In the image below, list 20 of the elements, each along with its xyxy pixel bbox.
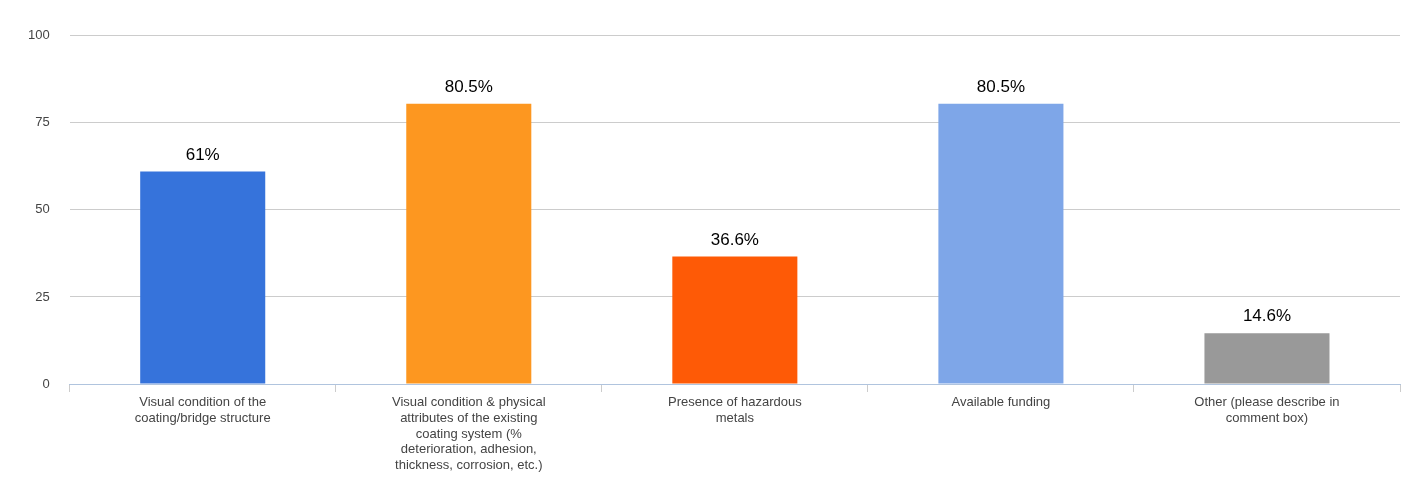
y-tick-label: 50	[35, 201, 50, 217]
bar	[1204, 333, 1330, 384]
x-tick-label: Visual condition of the coating/bridge structure	[134, 394, 271, 425]
data-label: 36.6%	[710, 229, 759, 249]
x-tick-label: Available funding	[951, 394, 1051, 410]
bar	[938, 103, 1064, 384]
y-tick-label: 75	[35, 114, 50, 130]
x-tick-label: Visual condition & physical attributes of the existing coating system (% deterioration, adhesion, thickness, corrosion, etc.)	[391, 394, 546, 472]
data-label: 80.5%	[444, 76, 493, 96]
y-tick-label: 0	[42, 375, 50, 391]
y-tick-label: 100	[27, 27, 50, 43]
x-tick-label: Presence of hazardous metals	[667, 394, 803, 425]
data-label: 14.6%	[1242, 306, 1292, 326]
data-label: 80.5%	[976, 76, 1026, 96]
bar	[672, 256, 798, 384]
data-label: 61%	[185, 144, 220, 164]
bar	[140, 171, 266, 384]
bar	[406, 103, 532, 384]
y-tick-label: 25	[35, 288, 50, 304]
x-tick-label: Other (please describe in comment box)	[1194, 394, 1340, 425]
